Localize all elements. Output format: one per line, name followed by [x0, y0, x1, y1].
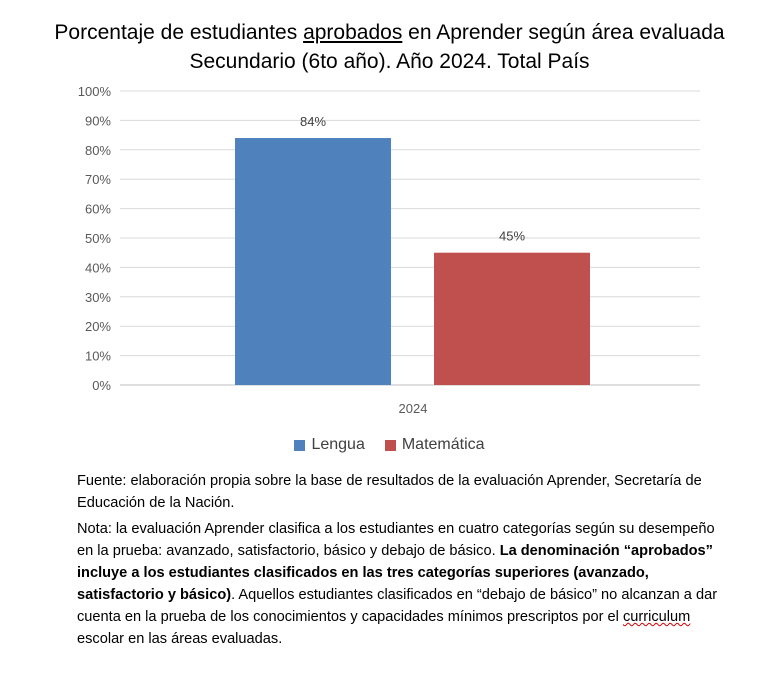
note-paragraph: Nota: la evaluación Aprender clasifica a… [77, 518, 727, 650]
legend-swatch-lengua [294, 439, 306, 451]
title-suffix: en Aprender según área evaluada [402, 21, 725, 44]
y-tick-label: 30% [85, 290, 111, 305]
y-tick-label: 10% [85, 349, 111, 364]
legend-label-matematica: Matemática [401, 436, 485, 453]
note-text-2: . Aquellos estudiantes clasificados en “… [77, 587, 718, 625]
note-spellcheck-word: curriculum [622, 609, 691, 625]
note-text-1: Nota: la evaluación Aprender clasifica a… [77, 521, 715, 559]
title-prefix: Porcentaje de estudiantes [54, 21, 304, 44]
data-label: 45% [499, 229, 525, 244]
y-tick-label: 50% [85, 231, 111, 246]
bar-lengua [235, 138, 391, 385]
y-tick-label: 90% [85, 113, 111, 128]
y-tick-label: 80% [85, 143, 111, 158]
title-emphasis: aprobados [303, 21, 403, 44]
note-bold-text: La denominación “aprobados” incluye a lo… [77, 543, 713, 603]
bar-chart: 0% 10% 20% 30% 40% 50% 60% 70% 80% 90% 100% 84% 45% 2… [78, 84, 700, 416]
methodology-note: Nota: la evaluación Aprender clasifica a… [77, 518, 727, 650]
source-text: Fuente: elaboración propia sobre la base… [77, 473, 702, 511]
note-text-3: escolar en las áreas evaluadas. [77, 631, 283, 647]
x-tick-label: 2024 [399, 401, 428, 416]
y-tick-label: 0% [92, 378, 111, 393]
data-label: 84% [300, 114, 326, 129]
source-note: Fuente: elaboración propia sobre la base… [77, 470, 727, 514]
legend-item-lengua: Lengua [294, 436, 365, 454]
legend-swatch-matematica [384, 439, 396, 451]
y-tick-label: 20% [85, 319, 111, 334]
y-tick-label: 70% [85, 172, 111, 187]
chart-legend: Lengua Matemática [0, 436, 779, 454]
y-tick-label: 40% [85, 260, 111, 275]
legend-label-lengua: Lengua [311, 436, 365, 453]
legend-item-matematica: Matemática [384, 436, 485, 454]
y-tick-label: 60% [85, 202, 111, 217]
chart-title-line-1: Porcentaje de estudiantes aprobados en A… [0, 18, 779, 48]
chart-title-line-2: Secundario (6to año). Año 2024. Total Pa… [189, 50, 590, 73]
y-tick-label: 100% [78, 84, 112, 99]
bar-matematica [434, 252, 590, 385]
